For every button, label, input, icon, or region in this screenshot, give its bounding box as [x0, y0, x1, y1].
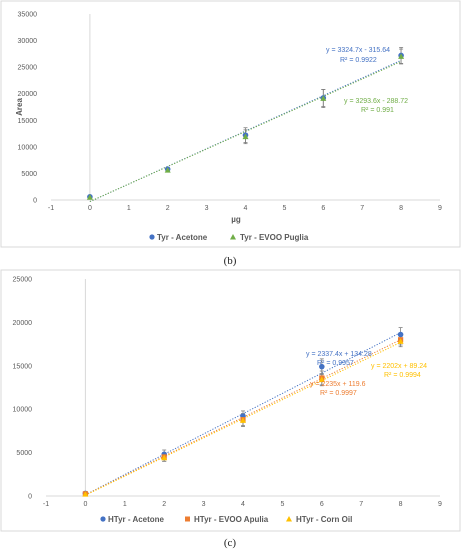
y-tick-label: 15000 — [18, 118, 38, 125]
data-point-tyr-evoo-puglia — [242, 133, 249, 140]
x-tick-label: 4 — [241, 501, 245, 508]
y-tick-label: 5000 — [21, 171, 37, 178]
x-tick-label: 9 — [438, 501, 442, 508]
x-tick-label: 5 — [280, 501, 284, 508]
x-tick-label: 8 — [399, 501, 403, 508]
data-point-htyr-acetone — [319, 363, 325, 370]
legend-marker-htyr-evoo — [185, 516, 190, 522]
legend-label-htyr-evoo: HTyr - EVOO Apulia — [194, 515, 269, 524]
chart-c: 0 5000 10000 15000 20000 25000 -1 0 1 2 3 4 5 6 7 8 9 y… — [0, 269, 461, 532]
chart-c-y-tick-labels: 0 5000 10000 15000 20000 25000 — [13, 277, 33, 501]
data-point-tyr-evoo-puglia — [320, 95, 327, 101]
chart-c-caption: (c) — [224, 537, 237, 549]
chart-c-legend: HTyr - Acetone HTyr - EVOO Apulia HTyr -… — [100, 515, 352, 524]
legend-label-htyr-acetone: HTyr - Acetone — [108, 515, 165, 524]
y-tick-label: 20000 — [13, 320, 33, 327]
y-tick-label: 10000 — [18, 144, 38, 151]
x-tick-label: 1 — [123, 501, 127, 508]
y-tick-label: 35000 — [18, 12, 38, 19]
chart-b-caption: (b) — [224, 255, 237, 267]
x-tick-label: 2 — [162, 501, 166, 508]
data-point-tyr-evoo-puglia — [86, 194, 93, 200]
data-point-htyr-corn-oil — [397, 338, 404, 344]
x-tick-label: 5 — [282, 205, 286, 212]
x-tick-label: 1 — [127, 205, 131, 212]
chart-c-error-bars — [162, 327, 403, 462]
chart-b-legend: Tyr - Acetone Tyr - EVOO Puglia — [149, 233, 309, 242]
data-point-tyr-evoo-puglia — [164, 167, 171, 173]
chart-c-x-tick-labels: -1 0 1 2 3 4 5 6 7 8 9 — [43, 501, 442, 508]
y-tick-label: 5000 — [16, 450, 32, 457]
x-tick-label: 4 — [244, 205, 248, 212]
y-tick-label: 25000 — [13, 277, 33, 284]
y-tick-label: 0 — [33, 198, 37, 205]
x-tick-label: -1 — [43, 501, 49, 508]
chart-b-data-points — [86, 52, 405, 200]
chart-c-eq-acetone: y = 2337.4x + 134.28 — [306, 351, 372, 358]
y-tick-label: 0 — [28, 494, 32, 501]
x-tick-label: 7 — [360, 205, 364, 212]
y-tick-label: 25000 — [18, 65, 38, 72]
chart-b: 0 5000 10000 15000 20000 25000 30000 35000 -1 0 1… — [0, 0, 461, 248]
chart-b-error-bars — [165, 47, 404, 173]
data-point-htyr-acetone — [397, 331, 404, 338]
chart-c-r2-evoo: R² = 0.9997 — [320, 390, 357, 397]
y-tick-label: 15000 — [13, 363, 33, 370]
data-point-htyr-corn-oil — [240, 417, 246, 423]
x-tick-label: 3 — [202, 501, 206, 508]
legend-label-tyr-evoo: Tyr - EVOO Puglia — [240, 233, 309, 242]
x-tick-label: 9 — [438, 205, 442, 212]
y-tick-label: 30000 — [18, 38, 38, 45]
y-tick-label: 10000 — [13, 407, 33, 414]
chart-c-r2-acetone: R² = 0.9957 — [317, 360, 354, 367]
legend-label-htyr-cornoil: HTyr - Corn Oil — [296, 515, 352, 524]
legend-marker-htyr-cornoil — [286, 516, 292, 522]
chart-c-r2-cornoil: R² = 0.9994 — [384, 372, 421, 379]
chart-c-frame — [0, 269, 461, 532]
chart-c-eq-cornoil: y = 2202x + 89.24 — [371, 363, 427, 370]
chart-c-eq-evoo: y = 2235x + 119.6 — [310, 381, 366, 388]
chart-b-eq-acetone: y = 3324.7x - 315.64 — [326, 47, 390, 54]
y-tick-label: 20000 — [18, 91, 38, 98]
trendline-htyr-corn-oil — [85, 341, 401, 496]
x-tick-label: 6 — [321, 205, 325, 212]
legend-marker-tyr-evoo — [230, 234, 236, 240]
legend-marker-htyr-acetone — [100, 516, 106, 522]
chart-b-x-tick-labels: -1 0 1 2 3 4 5 6 7 8 9 — [48, 205, 442, 212]
chart-c-data-points — [82, 331, 404, 497]
chart-b-eq-evoo: y = 3293.6x - 288.72 — [344, 98, 408, 105]
x-tick-label: -1 — [48, 205, 54, 212]
chart-b-r2-acetone: R² = 0.9922 — [340, 57, 377, 64]
data-point-htyr-corn-oil — [82, 491, 89, 497]
x-tick-label: 3 — [205, 205, 209, 212]
chart-b-y-axis-title: Area — [15, 98, 24, 116]
x-tick-label: 8 — [399, 205, 403, 212]
x-tick-label: 6 — [320, 501, 324, 508]
chart-b-frame — [0, 0, 461, 248]
x-tick-label: 0 — [83, 501, 87, 508]
data-point-htyr-corn-oil — [161, 454, 168, 461]
chart-b-r2-evoo: R² = 0.991 — [361, 107, 394, 114]
chart-b-y-tick-labels: 0 5000 10000 15000 20000 25000 30000 35000 — [18, 12, 38, 205]
legend-marker-tyr-acetone — [149, 234, 155, 240]
chart-b-x-axis-title: µg — [231, 215, 241, 224]
x-tick-label: 2 — [166, 205, 170, 212]
data-point-tyr-evoo-puglia — [398, 53, 405, 59]
x-tick-label: 7 — [359, 501, 363, 508]
x-tick-label: 0 — [88, 205, 92, 212]
legend-label-tyr-acetone: Tyr - Acetone — [157, 233, 208, 242]
data-point-htyr-corn-oil — [318, 376, 325, 383]
trendline-tyr-evoo-puglia — [89, 61, 402, 202]
